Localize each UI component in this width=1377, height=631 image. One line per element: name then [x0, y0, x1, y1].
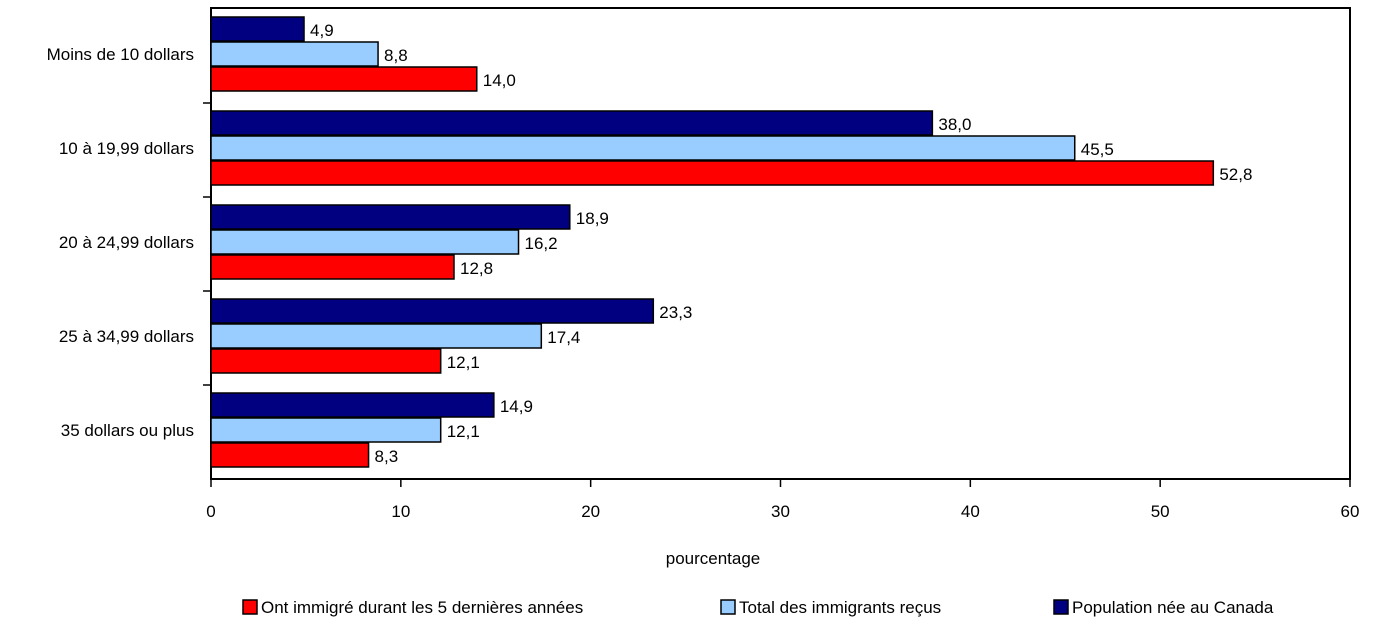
x-tick-label: 0: [206, 502, 215, 521]
data-label: 12,1: [447, 422, 480, 441]
data-label: 16,2: [525, 234, 558, 253]
category-label: 20 à 24,99 dollars: [59, 233, 194, 252]
bar: [210, 298, 655, 324]
legend-swatch: [720, 599, 736, 615]
legend-label: Ont immigré durant les 5 dernières année…: [261, 598, 583, 617]
legend-swatch: [1053, 599, 1069, 615]
bar: [210, 254, 455, 280]
data-label: 17,4: [547, 328, 580, 347]
data-label: 52,8: [1219, 165, 1252, 184]
x-tick-label: 60: [1341, 502, 1360, 521]
data-label: 8,8: [384, 46, 408, 65]
category-label: 25 à 34,99 dollars: [59, 327, 194, 346]
bar: [210, 229, 520, 255]
bar: [210, 417, 442, 443]
bar: [210, 323, 543, 349]
data-label: 38,0: [938, 115, 971, 134]
data-label: 4,9: [310, 21, 334, 40]
legend-swatch: [242, 599, 258, 615]
category-label: 10 à 19,99 dollars: [59, 139, 194, 158]
legend-label: Total des immigrants reçus: [739, 598, 941, 617]
x-tick-label: 40: [961, 502, 980, 521]
data-label: 12,1: [447, 353, 480, 372]
bar: [210, 16, 305, 42]
data-label: 14,0: [483, 71, 516, 90]
bar: [210, 348, 442, 374]
legend-label: Population née au Canada: [1072, 598, 1274, 617]
bar: [210, 204, 571, 230]
bar: [210, 66, 478, 92]
data-label: 8,3: [375, 447, 399, 466]
bar: [210, 135, 1076, 161]
data-label: 18,9: [576, 209, 609, 228]
bar: [210, 442, 370, 468]
bar: [210, 392, 495, 418]
category-label: Moins de 10 dollars: [47, 45, 194, 64]
x-tick-label: 10: [391, 502, 410, 521]
x-tick-label: 50: [1151, 502, 1170, 521]
category-label: 35 dollars ou plus: [61, 421, 194, 440]
x-axis-title: pourcentage: [666, 549, 761, 568]
data-label: 14,9: [500, 397, 533, 416]
x-tick-label: 30: [771, 502, 790, 521]
bar: [210, 110, 934, 136]
bar: [210, 41, 379, 67]
bar: [210, 160, 1215, 186]
x-tick-label: 20: [581, 502, 600, 521]
data-label: 23,3: [659, 303, 692, 322]
data-label: 45,5: [1081, 140, 1114, 159]
data-label: 12,8: [460, 259, 493, 278]
